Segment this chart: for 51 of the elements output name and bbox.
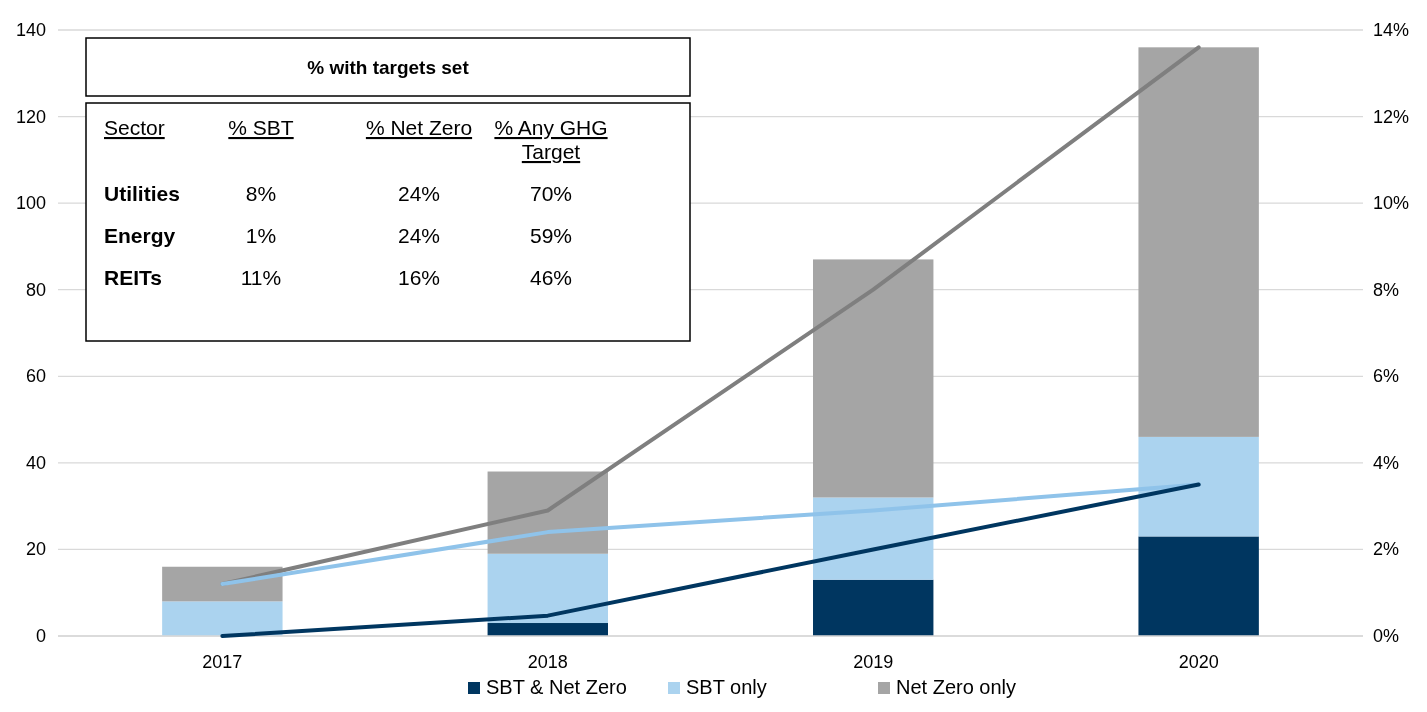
- annotation: 24%: [397, 224, 441, 247]
- annotation: % SBT: [228, 116, 294, 139]
- bar: [813, 259, 934, 498]
- annotation: 59%: [529, 224, 573, 247]
- y-tick-label: 20: [25, 539, 46, 560]
- y2-tick-label: 12%: [1373, 106, 1410, 127]
- y2-tick-label: 0%: [1373, 626, 1400, 646]
- y-tick-label: 140: [15, 20, 46, 40]
- annotation: Energy: [104, 224, 176, 247]
- annotation: % Net Zero: [365, 116, 473, 139]
- bar: [162, 566, 283, 602]
- annotation: 1%: [245, 224, 277, 247]
- bar: [1138, 536, 1259, 636]
- y2-tick-label: 14%: [1373, 20, 1410, 40]
- x-tick-label: 2017: [202, 652, 243, 672]
- bar: [487, 623, 608, 636]
- annotation: Sector: [104, 116, 165, 139]
- y2-tick-label: 4%: [1373, 452, 1400, 473]
- legend-label: SBT only: [686, 676, 767, 698]
- annotation: 46%: [529, 266, 573, 289]
- y-tick-label: 120: [15, 106, 46, 127]
- legend-label: Net Zero only: [896, 676, 1017, 698]
- y-tick-label: 0: [35, 626, 46, 646]
- y2-tick-label: 8%: [1373, 279, 1400, 300]
- legend-label: SBT & Net Zero: [486, 676, 627, 698]
- annotation: 11%: [240, 266, 282, 289]
- bar: [1138, 47, 1259, 437]
- y-tick-label: 80: [25, 279, 46, 300]
- annotation: 8%: [245, 182, 277, 205]
- annotation: 16%: [397, 266, 441, 289]
- y-tick-label: 60: [25, 366, 46, 387]
- text: % with targets set: [307, 57, 470, 78]
- y2-tick-label: 2%: [1373, 539, 1400, 560]
- y-tick-label: 40: [25, 452, 46, 473]
- bar: [813, 497, 934, 580]
- bar: [162, 601, 283, 636]
- y2-tick-label: 6%: [1373, 366, 1400, 387]
- annotation: 70%: [529, 182, 573, 205]
- bar: [813, 579, 934, 636]
- annotation: % Any GHG Target: [494, 116, 608, 163]
- y-tick-label: 100: [15, 193, 46, 214]
- bar: [487, 553, 608, 624]
- annotation: 24%: [397, 182, 441, 205]
- y2-tick-label: 10%: [1373, 193, 1410, 214]
- x-tick-label: 2020: [1178, 652, 1219, 672]
- x-tick-label: 2018: [527, 652, 568, 672]
- bar: [1138, 436, 1259, 537]
- x-tick-label: 2019: [853, 652, 894, 672]
- annotation: Utilities: [104, 182, 180, 205]
- annotation: REITs: [104, 266, 162, 289]
- line-series: [220, 482, 1201, 638]
